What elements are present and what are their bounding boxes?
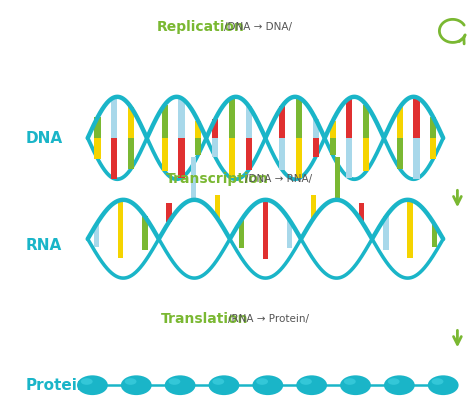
Bar: [178, 138, 184, 178]
Bar: [413, 138, 419, 179]
Ellipse shape: [252, 375, 283, 395]
Bar: [128, 138, 134, 169]
Bar: [229, 98, 235, 138]
Bar: [413, 97, 419, 138]
Ellipse shape: [296, 375, 327, 395]
Ellipse shape: [388, 378, 400, 385]
Text: Transcription: Transcription: [166, 172, 269, 186]
Bar: [94, 138, 100, 159]
Bar: [212, 119, 218, 138]
Bar: [239, 220, 244, 248]
Bar: [215, 195, 220, 218]
Bar: [111, 97, 118, 138]
Ellipse shape: [125, 378, 137, 385]
Ellipse shape: [77, 375, 108, 395]
Ellipse shape: [340, 375, 371, 395]
Bar: [94, 117, 100, 138]
Bar: [430, 117, 437, 138]
Ellipse shape: [344, 378, 356, 385]
Bar: [335, 157, 340, 200]
Bar: [296, 138, 302, 178]
Ellipse shape: [81, 378, 92, 385]
Text: /DNA → DNA/: /DNA → DNA/: [224, 22, 292, 32]
Bar: [408, 200, 413, 258]
Ellipse shape: [168, 378, 180, 385]
Bar: [311, 195, 316, 218]
Bar: [296, 98, 302, 138]
Text: DNA: DNA: [26, 131, 63, 145]
Ellipse shape: [212, 378, 224, 385]
Bar: [279, 106, 285, 138]
Ellipse shape: [209, 375, 239, 395]
Bar: [346, 98, 353, 138]
Bar: [263, 200, 268, 259]
Text: Replication: Replication: [156, 20, 244, 34]
Bar: [246, 138, 252, 170]
Text: /RNA → Protein/: /RNA → Protein/: [228, 314, 310, 324]
Bar: [431, 224, 437, 246]
Bar: [313, 138, 319, 157]
Ellipse shape: [121, 375, 152, 395]
Bar: [287, 220, 292, 248]
Ellipse shape: [300, 378, 312, 385]
Ellipse shape: [256, 378, 268, 385]
Bar: [128, 108, 134, 138]
Bar: [363, 138, 369, 171]
Bar: [162, 105, 168, 138]
Bar: [191, 157, 196, 200]
Bar: [329, 121, 336, 138]
Bar: [397, 108, 403, 138]
Bar: [111, 138, 118, 179]
Bar: [166, 203, 172, 222]
Bar: [178, 98, 184, 138]
Bar: [118, 200, 123, 258]
Bar: [346, 138, 353, 178]
Text: RNA: RNA: [26, 238, 62, 253]
Ellipse shape: [428, 375, 459, 395]
Bar: [195, 121, 201, 138]
Bar: [359, 203, 365, 222]
Bar: [195, 138, 201, 155]
Bar: [430, 138, 437, 159]
Bar: [229, 138, 235, 178]
Bar: [397, 138, 403, 169]
Bar: [212, 138, 218, 157]
Ellipse shape: [431, 378, 444, 385]
Bar: [363, 105, 369, 138]
Bar: [246, 106, 252, 138]
Bar: [94, 224, 100, 246]
Text: /DNA → RNA/: /DNA → RNA/: [245, 174, 312, 184]
Bar: [142, 216, 147, 250]
Text: Protein: Protein: [26, 378, 89, 393]
Text: Translation: Translation: [161, 312, 249, 326]
Ellipse shape: [165, 375, 195, 395]
Bar: [313, 119, 319, 138]
Ellipse shape: [384, 375, 415, 395]
Bar: [329, 138, 336, 155]
Bar: [383, 216, 389, 250]
Bar: [162, 138, 168, 171]
Bar: [279, 138, 285, 170]
